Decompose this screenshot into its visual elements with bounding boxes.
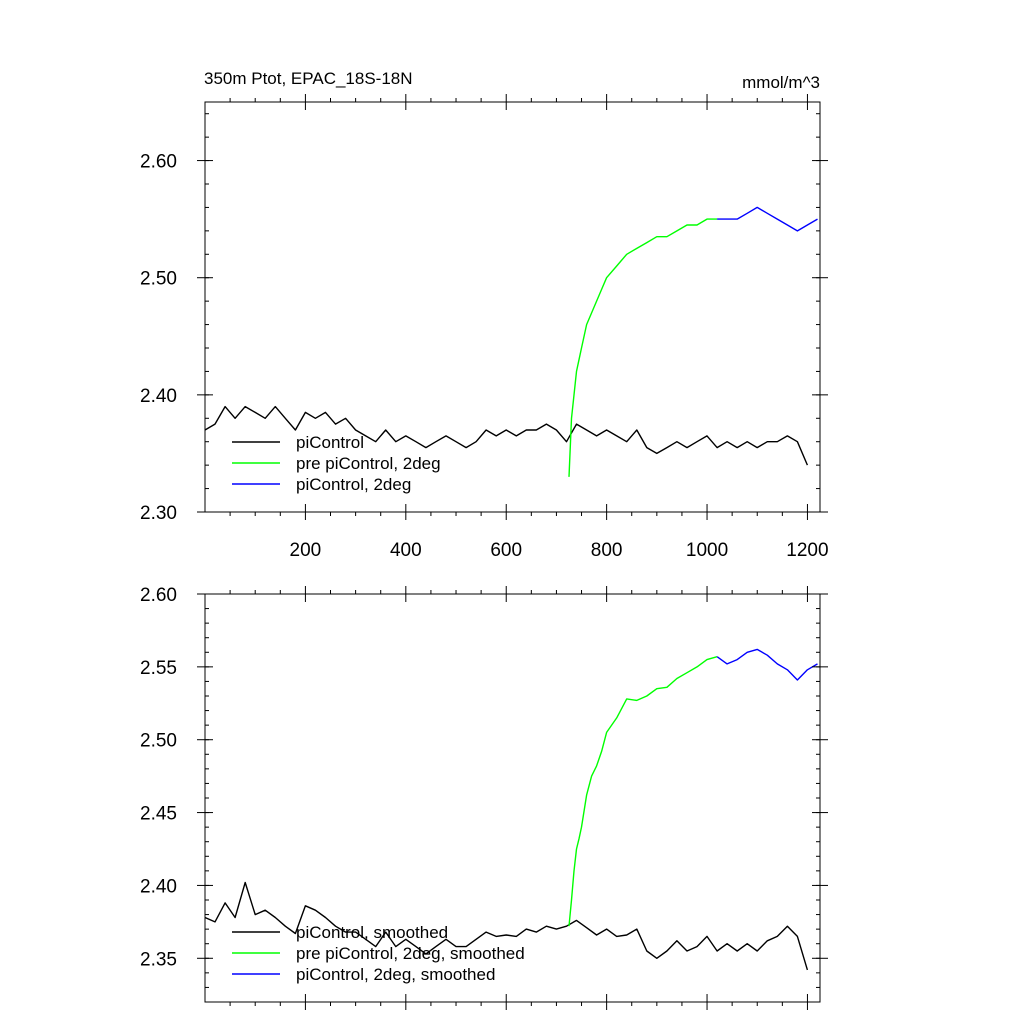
x-tick-label: 200 [290,540,322,561]
series-line-1 [204,881,809,971]
y-tick-label: 2.50 [140,731,177,752]
legend-label-1: piControl, smoothed [296,923,448,942]
top-panel: 350m Ptot, EPAC_18S-18N mmol/m^3 200 400 6… [140,69,829,561]
plot-frame [204,101,821,513]
units-label: mmol/m^3 [742,73,820,92]
x-tick-label: 1000 [686,540,728,561]
legend-label-2: pre piControl, 2deg [296,454,441,473]
bottom-panel: 2.35 2.40 2.45 2.50 2.55 2.60 piControl, smoot… [140,585,828,1010]
legend-label-1: piControl [296,433,364,452]
y-tick-label: 2.40 [140,386,177,407]
series-line-2 [568,656,718,927]
y-tick-label: 2.60 [140,585,177,606]
series-line-1 [204,405,809,466]
y-tick-label: 2.30 [140,503,177,524]
legend-label-3: piControl, 2deg, smoothed [296,965,495,984]
series-line-2 [568,218,718,477]
y-tick-label: 2.50 [140,269,177,290]
x-tick-label: 600 [490,540,522,561]
series-line-3 [716,648,818,681]
y-tick-label: 2.40 [140,876,177,897]
chart-title: 350m Ptot, EPAC_18S-18N [204,69,413,88]
x-tick-label: 400 [390,540,422,561]
y-tick-label: 2.60 [140,152,177,173]
legend-label-2: pre piControl, 2deg, smoothed [296,944,525,963]
y-tick-label: 2.55 [140,658,177,679]
x-tick-label: 800 [591,540,623,561]
series-line-3 [717,206,818,232]
y-tick-label: 2.35 [140,949,177,970]
y-tick-label: 2.45 [140,804,177,825]
legend-label-3: piControl, 2deg [296,475,411,494]
x-tick-label: 1200 [786,540,828,561]
